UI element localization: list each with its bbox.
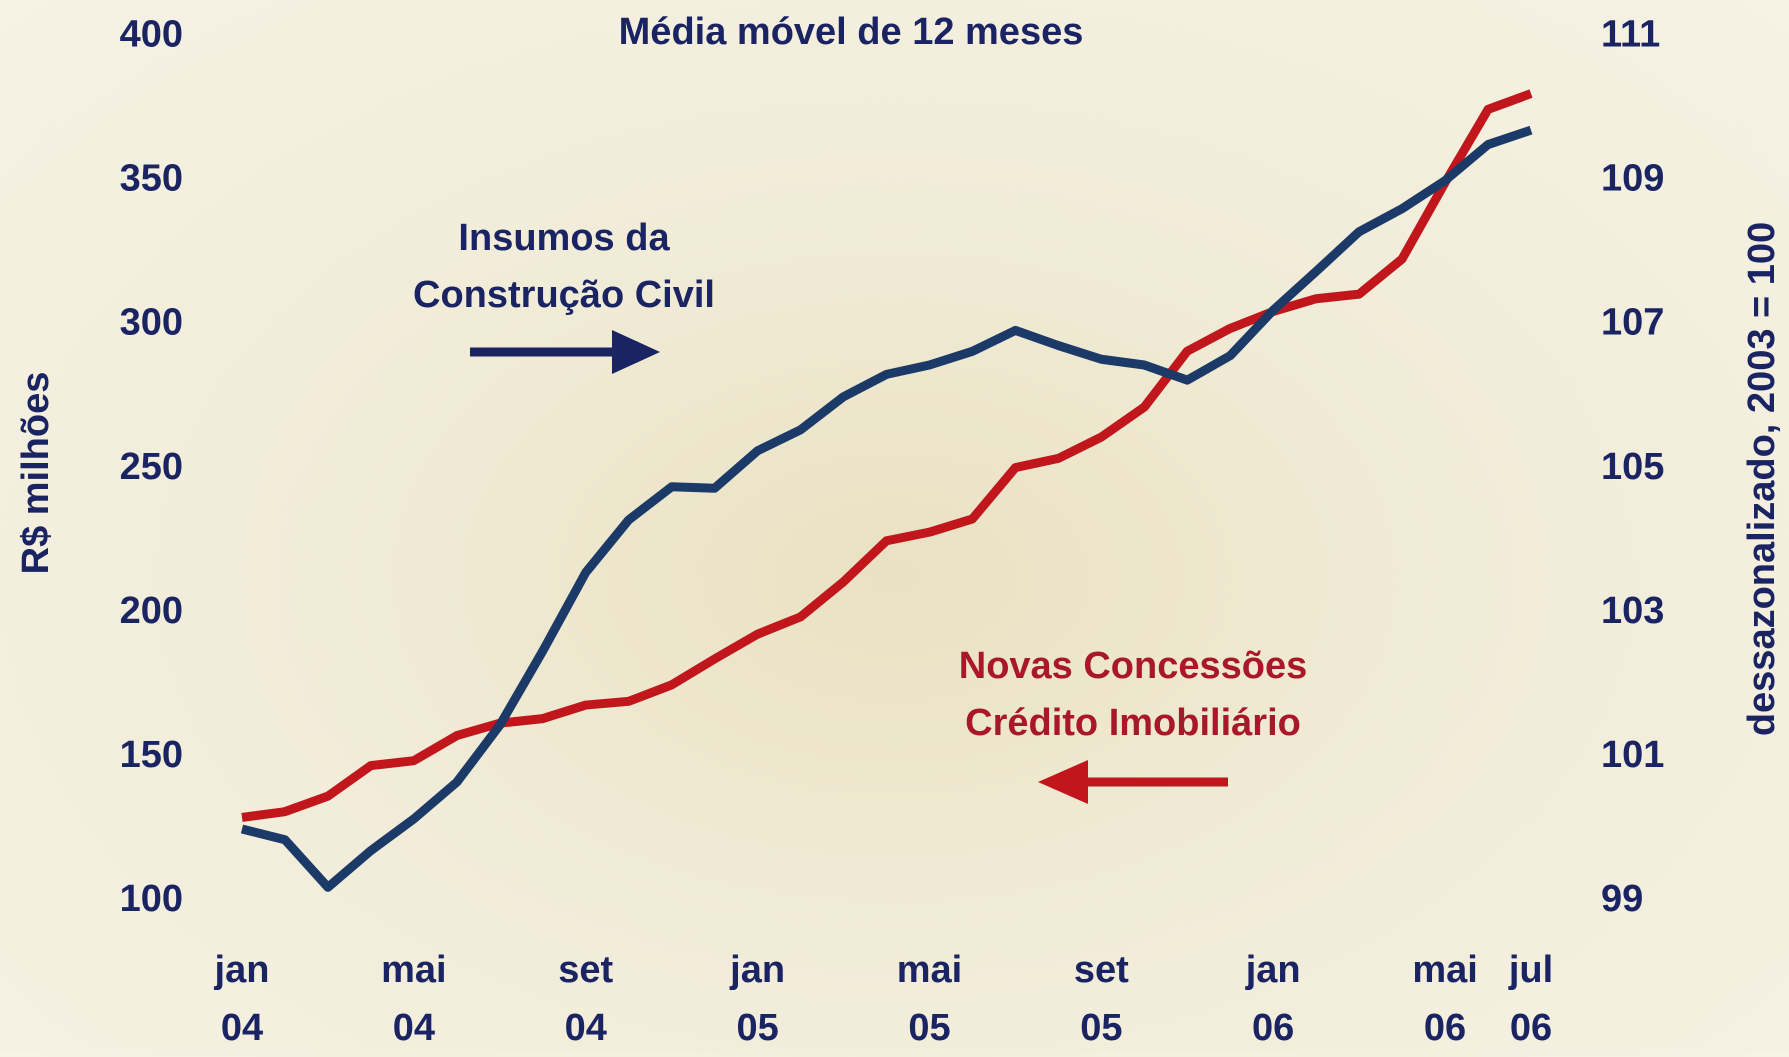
y-tick-label: 100 [120,878,183,920]
y-tick-label: 200 [120,590,183,632]
y2-tick-label: 101 [1601,734,1664,776]
line-series [240,125,1533,892]
x-tick-label: jul 06 [1508,949,1554,1049]
line-series [241,89,1533,822]
y-tick-label: 300 [120,302,183,344]
red-arrow [1038,760,1228,804]
x-tick-label: jan 04 [214,949,270,1049]
blue-arrow [470,330,660,374]
x-tick-label: mai 05 [896,949,963,1049]
x-tick-label: mai 04 [381,949,447,1049]
x-tick-label: mai 06 [1412,949,1478,1049]
y2-tick-label: 111 [1601,14,1660,56]
y2-tick-label: 103 [1601,590,1664,632]
x-tick-label: set 05 [1073,949,1129,1049]
series-label: Novas Concessões Crédito Imobiliário [958,645,1308,744]
series-label: Insumos da Construção Civil [413,217,715,316]
y-tick-label: 150 [120,734,183,776]
y-axis-title: R$ milhões [15,372,57,575]
x-tick-label: jan 05 [730,949,786,1049]
chart-title: Média móvel de 12 meses [619,11,1084,53]
y-tick-label: 350 [120,158,183,200]
y-tick-label: 250 [120,446,183,488]
x-tick-label: set 04 [558,949,614,1049]
y2-tick-label: 105 [1601,446,1664,488]
x-tick-label: jan 06 [1245,949,1301,1049]
y2-tick-label: 109 [1601,158,1664,200]
y-tick-label: 400 [120,14,183,56]
y2-tick-label: 107 [1601,302,1664,344]
y2-tick-label: 99 [1601,878,1643,920]
y2-axis-title: dessazonalizado, 2003 = 100 [1741,222,1783,736]
